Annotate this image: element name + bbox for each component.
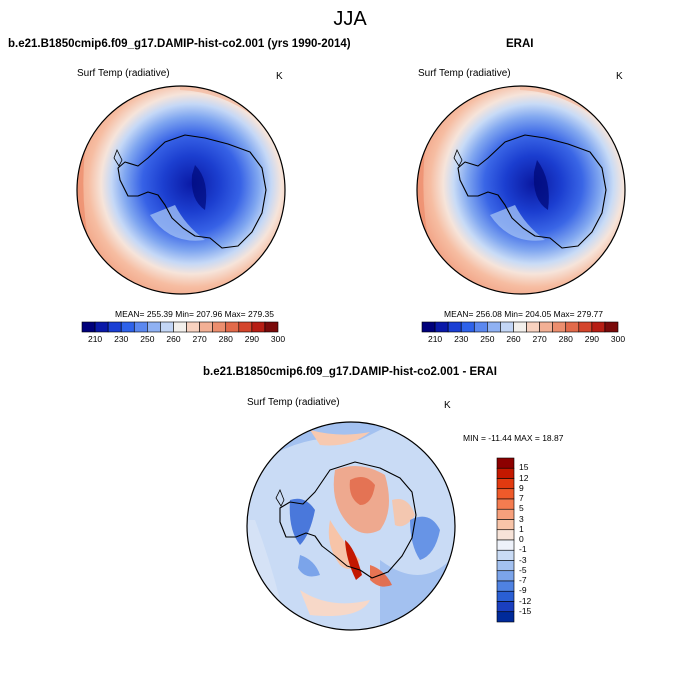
difference-colorbar-tick-label: -3 [519, 554, 527, 565]
obs-colorbar-swatch [460, 321, 475, 333]
difference-colorbar-swatch [496, 590, 515, 602]
model-colorbar-swatch [251, 321, 266, 333]
difference-colorbar-tick-label: 9 [519, 482, 524, 493]
model-colorbar-swatch [81, 321, 96, 333]
difference-colorbar-tick-label: 5 [519, 503, 524, 514]
difference-colorbar-swatch [496, 560, 515, 572]
difference-colorbar-tick-label: 7 [519, 493, 524, 503]
model-stats: MEAN= 255.39 Min= 207.96 Max= 279.35 [115, 309, 275, 319]
difference-colorbar-swatch [496, 508, 515, 520]
model-units-label: K [276, 71, 283, 82]
obs-colorbar-swatch [500, 321, 514, 333]
obs-colorbar-swatch [552, 321, 567, 333]
model-colorbar-tick-label: 290 [244, 334, 259, 344]
model-colorbar-swatch [186, 321, 200, 333]
obs-colorbar-swatch [487, 321, 501, 333]
model-panel-title: b.e21.B1850cmip6.f09_g17.DAMIP-hist-co2.… [8, 38, 351, 50]
obs-colorbar-swatch [539, 321, 553, 333]
difference-colorbar-swatch [496, 498, 515, 510]
obs-panel-title: ERAI [506, 38, 534, 50]
obs-colorbar-swatch [578, 321, 593, 333]
model-colorbar-swatch [147, 321, 161, 333]
difference-colorbar-swatch [496, 529, 515, 541]
difference-colorbar-tick-label: 3 [519, 513, 524, 524]
model-colorbar-swatch [173, 321, 187, 333]
model-colorbar [81, 321, 279, 333]
obs-units-label: K [616, 71, 623, 82]
model-colorbar-swatch [199, 321, 213, 333]
season-title: JJA [333, 8, 367, 30]
difference-colorbar-tick-label: -9 [519, 585, 527, 596]
obs-colorbar-swatch [526, 321, 540, 333]
difference-colorbar-tick-label: 12 [519, 472, 529, 483]
obs-colorbar-tick-label: 270 [532, 334, 547, 344]
obs-colorbar-swatch [434, 321, 449, 333]
diff-stats: MIN = -11.44 MAX = 18.87 [463, 433, 564, 443]
obs-colorbar [421, 321, 619, 333]
difference-colorbar-tick-label: -12 [519, 595, 532, 606]
difference-colorbar [496, 457, 515, 623]
obs-colorbar-swatch [473, 321, 488, 333]
obs-colorbar-swatch [513, 321, 527, 333]
difference-colorbar-tick-label: 0 [519, 534, 524, 544]
model-colorbar-swatch [107, 321, 122, 333]
obs-colorbar-tick-label: 210 [427, 334, 443, 344]
difference-colorbar-tick-label: 1 [519, 523, 524, 534]
obs-colorbar-tick-label: 300 [610, 334, 626, 344]
obs-colorbar-swatch [421, 321, 436, 333]
difference-colorbar-swatch [496, 457, 515, 469]
model-colorbar-tick-label: 300 [270, 334, 286, 344]
difference-colorbar-swatch [496, 611, 515, 623]
obs-colorbar-swatch [604, 321, 619, 333]
obs-colorbar-swatch [591, 321, 606, 333]
model-colorbar-swatch [94, 321, 109, 333]
difference-colorbar-swatch [496, 467, 515, 479]
model-colorbar-swatch [160, 321, 174, 333]
model-colorbar-swatch [120, 321, 135, 333]
difference-colorbar-tick-label: -7 [519, 575, 527, 585]
model-colorbar-tick-label: 250 [140, 334, 155, 344]
obs-colorbar-tick-label: 230 [454, 334, 469, 344]
model-colorbar-tick-label: 230 [114, 334, 129, 344]
difference-colorbar-swatch [496, 519, 515, 531]
obs-colorbar-swatch [447, 321, 462, 333]
difference-colorbar-tick-label: -15 [519, 605, 532, 616]
difference-colorbar-swatch [496, 570, 515, 582]
difference-colorbar-swatch [496, 580, 515, 592]
obs-colorbar-tick-label: 280 [558, 334, 573, 344]
model-colorbar-swatch [225, 321, 240, 333]
obs-colorbar-tick-label: 260 [506, 334, 521, 344]
obs-map [416, 85, 626, 295]
obs-colorbar-swatch [565, 321, 580, 333]
obs-colorbar-tick-label: 250 [480, 334, 495, 344]
model-colorbar-swatch [238, 321, 253, 333]
diff-variable-label: Surf Temp (radiative) [247, 397, 340, 408]
model-colorbar-tick-label: 270 [192, 334, 207, 344]
model-colorbar-swatch [212, 321, 227, 333]
model-colorbar-swatch [264, 321, 279, 333]
difference-colorbar-tick-label: -5 [519, 564, 527, 575]
model-colorbar-tick-label: 260 [166, 334, 181, 344]
model-colorbar-tick-label: 210 [87, 334, 103, 344]
difference-colorbar-swatch [496, 601, 515, 613]
obs-variable-label: Surf Temp (radiative) [418, 68, 511, 79]
difference-colorbar-swatch [496, 539, 515, 551]
model-variable-label: Surf Temp (radiative) [77, 68, 170, 79]
difference-colorbar-swatch [496, 488, 515, 500]
difference-map [246, 421, 456, 631]
difference-colorbar-tick-label: 15 [519, 462, 529, 473]
difference-colorbar-tick-label: -1 [519, 544, 527, 555]
difference-colorbar-swatch [496, 549, 515, 561]
model-colorbar-swatch [133, 321, 148, 333]
obs-stats: MEAN= 256.08 Min= 204.05 Max= 279.77 [444, 309, 604, 319]
model-map [76, 85, 286, 295]
model-colorbar-tick-label: 280 [218, 334, 233, 344]
diff-units-label: K [444, 400, 451, 411]
obs-colorbar-tick-label: 290 [584, 334, 599, 344]
difference-colorbar-swatch [496, 478, 515, 490]
diff-panel-title: b.e21.B1850cmip6.f09_g17.DAMIP-hist-co2.… [202, 366, 497, 378]
